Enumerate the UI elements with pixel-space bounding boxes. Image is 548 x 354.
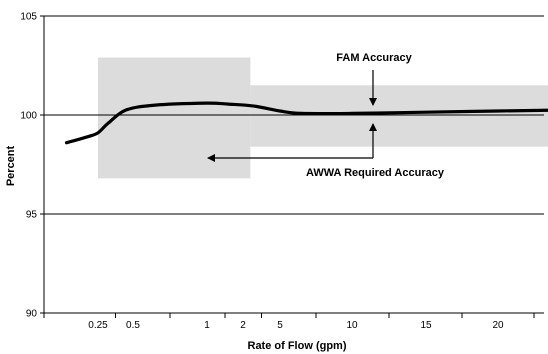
x-tick-labels: 0.25 0.5 1 2 5 10 15 20 bbox=[43, 313, 535, 331]
x-tick-label-15: 15 bbox=[420, 320, 432, 331]
x-tick-label-5: 5 bbox=[277, 320, 283, 331]
series-line-0 bbox=[64, 101, 548, 145]
x-tick-label-2: 2 bbox=[240, 320, 246, 331]
axes bbox=[43, 16, 544, 314]
y-tick-label-90: 90 bbox=[26, 309, 38, 320]
y-tick-label-95: 95 bbox=[26, 210, 38, 221]
y-tick-labels: 90 95 100 105 bbox=[20, 12, 44, 320]
accuracy-band-1 bbox=[250, 85, 548, 147]
accuracy-band-0 bbox=[98, 57, 251, 179]
annotation-awwa-required-accuracy: AWWA Required Accuracy bbox=[306, 167, 445, 179]
y-tick-label-100: 100 bbox=[20, 111, 37, 122]
x-tick-label-0.25: 0.25 bbox=[88, 320, 108, 331]
x-tick-label-20: 20 bbox=[492, 320, 504, 331]
x-axis-label: Rate of Flow (gpm) bbox=[248, 340, 347, 352]
x-tick-label-10: 10 bbox=[346, 320, 358, 331]
horizontal-gridlines bbox=[44, 15, 544, 215]
fam-accuracy-series bbox=[64, 101, 548, 145]
x-tick-label-0.5: 0.5 bbox=[126, 320, 140, 331]
awwa-accuracy-bands bbox=[98, 57, 548, 179]
x-tick-label-1: 1 bbox=[204, 320, 210, 331]
annotation-fam-accuracy: FAM Accuracy bbox=[336, 52, 412, 64]
y-axis-label: Percent bbox=[5, 145, 17, 186]
y-tick-label-105: 105 bbox=[20, 12, 37, 23]
